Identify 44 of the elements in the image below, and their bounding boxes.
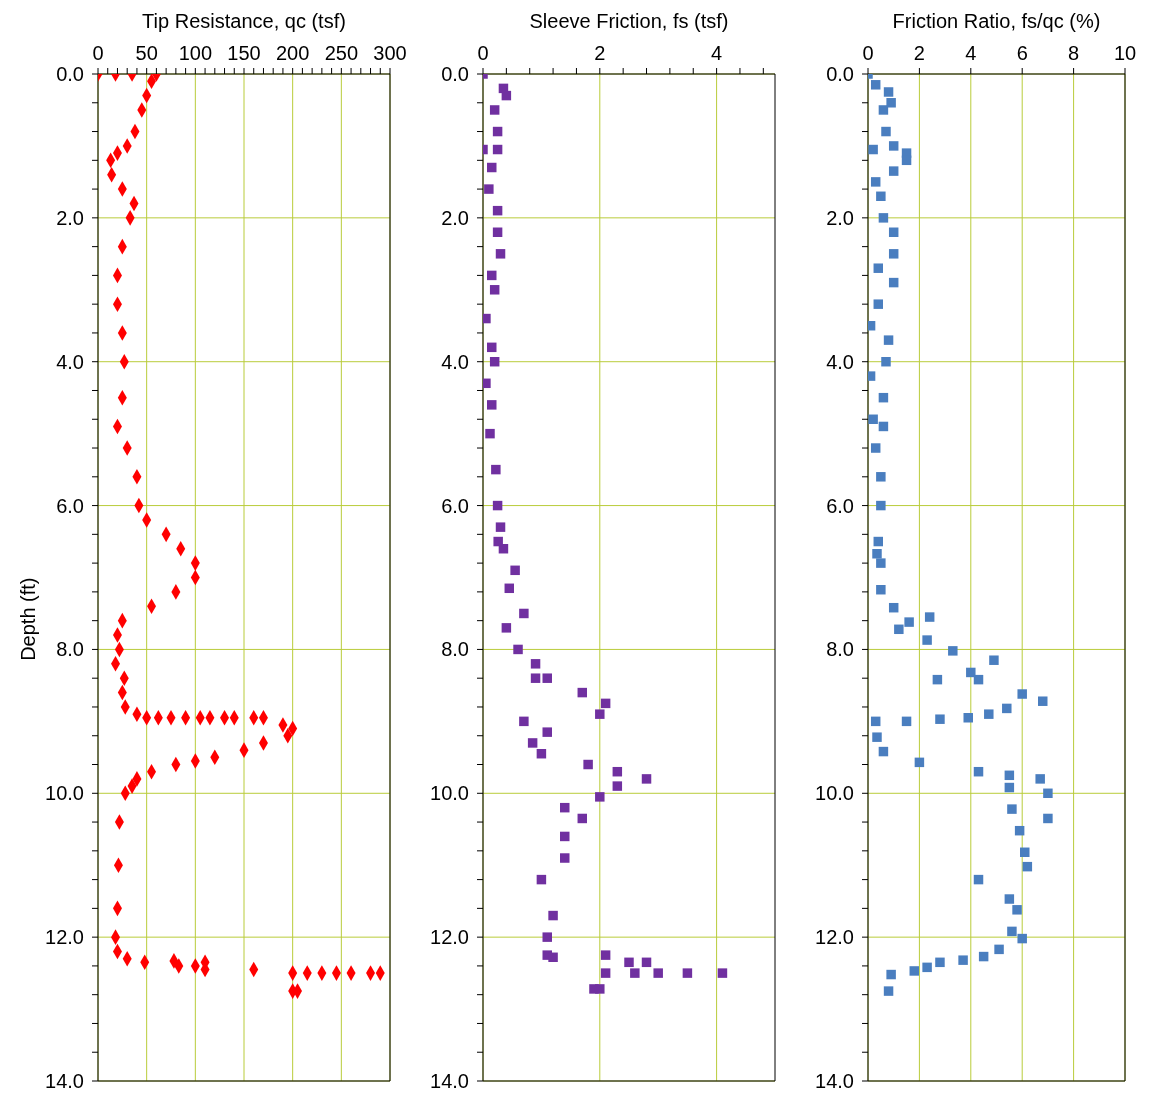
- x-tick-label: 8: [1068, 42, 1080, 64]
- x-axis-title: Tip Resistance, qc (tsf): [142, 10, 346, 33]
- y-tick-label: 2.0: [826, 206, 854, 229]
- x-tick-label: 200: [275, 42, 310, 64]
- y-tick-label: 4.0: [441, 350, 469, 373]
- x-tick-label: 50: [135, 42, 158, 64]
- y-tick-label: 10.0: [815, 782, 854, 805]
- y-tick-label: 8.0: [826, 638, 854, 661]
- y-tick-label: 14.0: [430, 1070, 469, 1092]
- x-tick-label: 4: [711, 42, 723, 64]
- x-tick-label: 250: [324, 42, 359, 64]
- y-tick-label: 6.0: [441, 494, 469, 517]
- y-tick-label: 12.0: [430, 926, 469, 949]
- y-tick-label: 8.0: [441, 638, 469, 661]
- x-tick-label: 0: [862, 42, 874, 64]
- y-tick-label: 0.0: [441, 63, 469, 85]
- y-tick-label: 14.0: [45, 1070, 84, 1092]
- y-tick-label: 2.0: [56, 206, 84, 229]
- y-axis-title: Depth (ft): [17, 577, 40, 661]
- x-tick-label: 0: [92, 42, 104, 64]
- x-tick-label: 10: [1113, 42, 1137, 64]
- y-tick-label: 8.0: [56, 638, 84, 661]
- y-tick-label: 6.0: [56, 494, 84, 517]
- x-tick-label: 300: [373, 42, 407, 64]
- y-tick-label: 4.0: [826, 350, 854, 373]
- y-tick-label: 14.0: [815, 1070, 854, 1092]
- y-tick-label: 2.0: [441, 206, 469, 229]
- y-tick-label: 10.0: [45, 782, 84, 805]
- x-axis-title: Friction Ratio, fs/qc (%): [892, 10, 1101, 33]
- x-tick-label: 150: [227, 42, 261, 64]
- y-tick-label: 12.0: [45, 926, 84, 949]
- x-tick-label: 2: [594, 42, 606, 64]
- y-tick-label: 10.0: [430, 782, 469, 805]
- y-tick-label: 4.0: [56, 350, 84, 373]
- y-tick-label: 12.0: [815, 926, 854, 949]
- x-tick-label: 100: [178, 42, 213, 64]
- x-tick-label: 2: [913, 42, 925, 64]
- x-tick-label: 4: [965, 42, 977, 64]
- x-tick-label: 6: [1016, 42, 1028, 64]
- x-tick-label: 0: [477, 42, 489, 64]
- x-axis-title: Sleeve Friction, fs (tsf): [529, 10, 729, 33]
- y-tick-label: 0.0: [56, 63, 84, 85]
- y-tick-label: 0.0: [826, 63, 854, 85]
- y-tick-label: 6.0: [826, 494, 854, 517]
